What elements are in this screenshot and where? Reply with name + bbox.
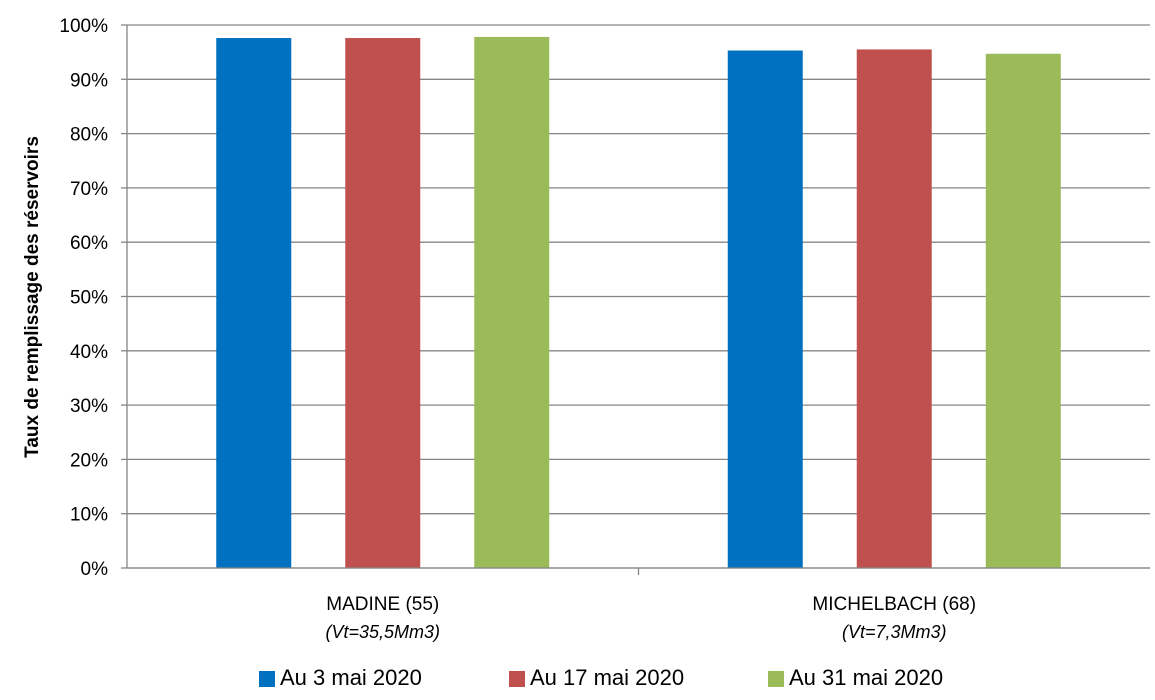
bar <box>345 38 421 569</box>
y-tick-label: 60% <box>70 233 108 254</box>
bar <box>474 36 550 569</box>
y-tick-label: 70% <box>70 179 108 200</box>
y-tick-label: 50% <box>70 288 108 309</box>
y-axis-label: Taux de remplissage des réservoirs <box>22 136 43 458</box>
y-tick-label: 30% <box>70 396 108 417</box>
y-tick-label: 80% <box>70 125 108 146</box>
legend-label: Au 17 mai 2020 <box>530 665 684 690</box>
category-subtitle: (Vt=35,5Mm3) <box>325 622 440 642</box>
y-tick-label: 40% <box>70 342 108 363</box>
y-tick-labels: 0% 10% 20% 30% 40% 50% 60% 70% 80% 90% 100% <box>59 16 108 580</box>
category-labels: MADINE (55) (Vt=35,5Mm3) MICHELBACH (68) (V… <box>325 594 976 642</box>
category-label: MICHELBACH (68) <box>812 594 976 615</box>
y-tick-label: 90% <box>70 70 108 91</box>
bar <box>856 49 932 569</box>
y-tick-label: 0% <box>81 559 109 580</box>
bar <box>216 38 292 569</box>
legend-label: Au 31 mai 2020 <box>789 665 943 690</box>
legend-swatch <box>509 671 525 687</box>
bar <box>727 50 803 569</box>
bars <box>216 36 1061 569</box>
y-tick-label: 20% <box>70 450 108 471</box>
gridlines <box>127 24 1150 569</box>
axes <box>121 24 1150 575</box>
legend-swatch <box>768 671 784 687</box>
legend: Au 3 mai 2020 Au 17 mai 2020 Au 31 mai 202… <box>259 665 943 690</box>
category-label: MADINE (55) <box>326 594 439 615</box>
legend-swatch <box>259 671 275 687</box>
y-tick-label: 10% <box>70 505 108 526</box>
category-subtitle: (Vt=7,3Mm3) <box>842 622 947 642</box>
y-tick-label: 100% <box>59 16 108 37</box>
legend-label: Au 3 mai 2020 <box>280 665 422 690</box>
bar <box>985 53 1061 569</box>
